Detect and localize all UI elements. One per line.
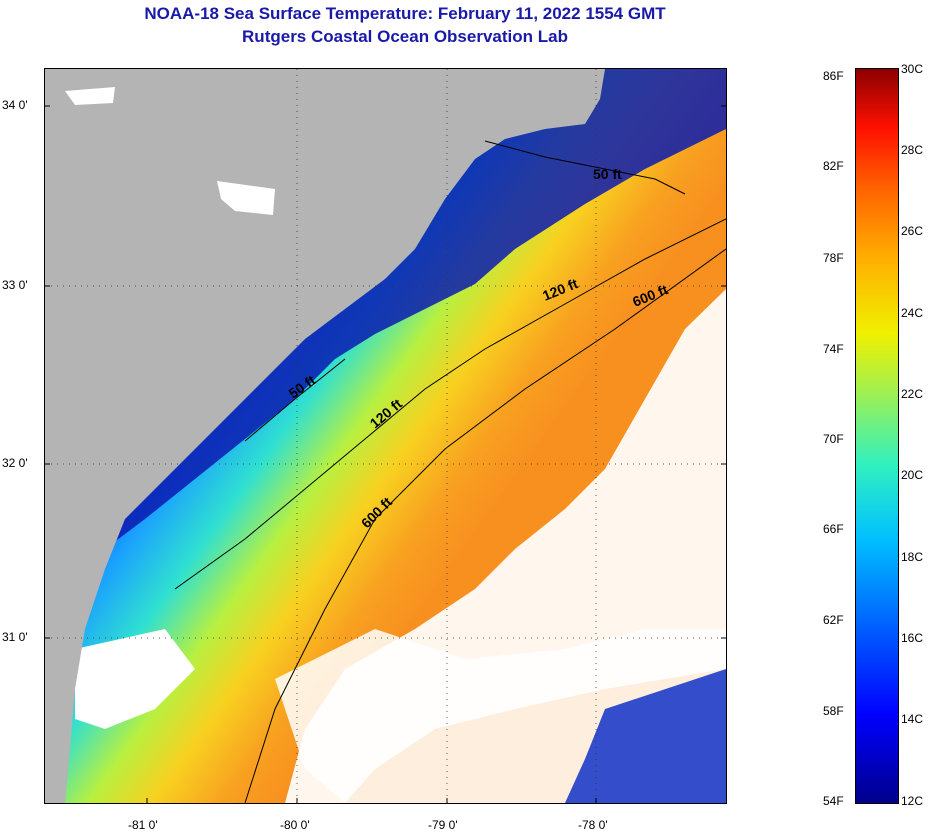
contour-120ft [174, 218, 726, 590]
colorbar-c-24: 24C [901, 306, 924, 320]
colorbar-f-58: 58F [823, 704, 844, 718]
land [45, 69, 605, 803]
contour-50ft-south [244, 358, 346, 442]
colorbar-f-54: 54F [823, 794, 844, 808]
colorbar-c-12: 12C [901, 794, 924, 808]
inland-cloud-1 [65, 87, 115, 105]
cloud-patch-nearshore [75, 629, 195, 729]
colorbar-f-78: 78F [823, 251, 844, 265]
colorbar-f-82: 82F [823, 159, 844, 173]
lon-label-78: -78 0' [578, 818, 608, 832]
colorbar-c-26: 26C [901, 224, 924, 238]
colorbar-c-30: 30C [901, 62, 924, 76]
colorbar-c-28: 28C [901, 143, 924, 157]
colorbar-f-86: 86F [823, 69, 844, 83]
frame-ticks [45, 105, 726, 803]
colorbar-f-74: 74F [823, 342, 844, 356]
lon-label-79: -79 0' [428, 818, 458, 832]
map-title: NOAA-18 Sea Surface Temperature: Februar… [144, 4, 666, 23]
lat-label-34: 34 0' [2, 98, 28, 112]
contour-50ft [484, 140, 686, 195]
cold-water-south [565, 669, 726, 803]
map-subtitle: Rutgers Coastal Ocean Observation Lab [242, 27, 568, 46]
colorbar-c-18: 18C [901, 550, 924, 564]
colorbar-c-14: 14C [901, 712, 924, 726]
lat-label-31: 31 0' [2, 630, 28, 644]
lat-label-33: 33 0' [2, 278, 28, 292]
lon-label-80: -80 0' [280, 818, 310, 832]
contour-label-50ft-north: 50 ft [593, 166, 622, 182]
colorbar-f-70: 70F [823, 432, 844, 446]
colorbar [855, 68, 899, 804]
colorbar-f-66: 66F [823, 522, 844, 536]
contour-600ft [244, 248, 726, 803]
lat-label-32: 32 0' [2, 456, 28, 470]
graticule [45, 69, 726, 803]
sst-map: 50 ft 50 ft 120 ft 120 ft 600 ft 600 ft [44, 68, 727, 804]
colorbar-c-22: 22C [901, 387, 924, 401]
colorbar-f-62: 62F [823, 613, 844, 627]
lon-label-81: -81 0' [128, 818, 158, 832]
colorbar-c-20: 20C [901, 468, 924, 482]
inland-cloud-2 [217, 181, 275, 215]
colorbar-c-16: 16C [901, 631, 924, 645]
